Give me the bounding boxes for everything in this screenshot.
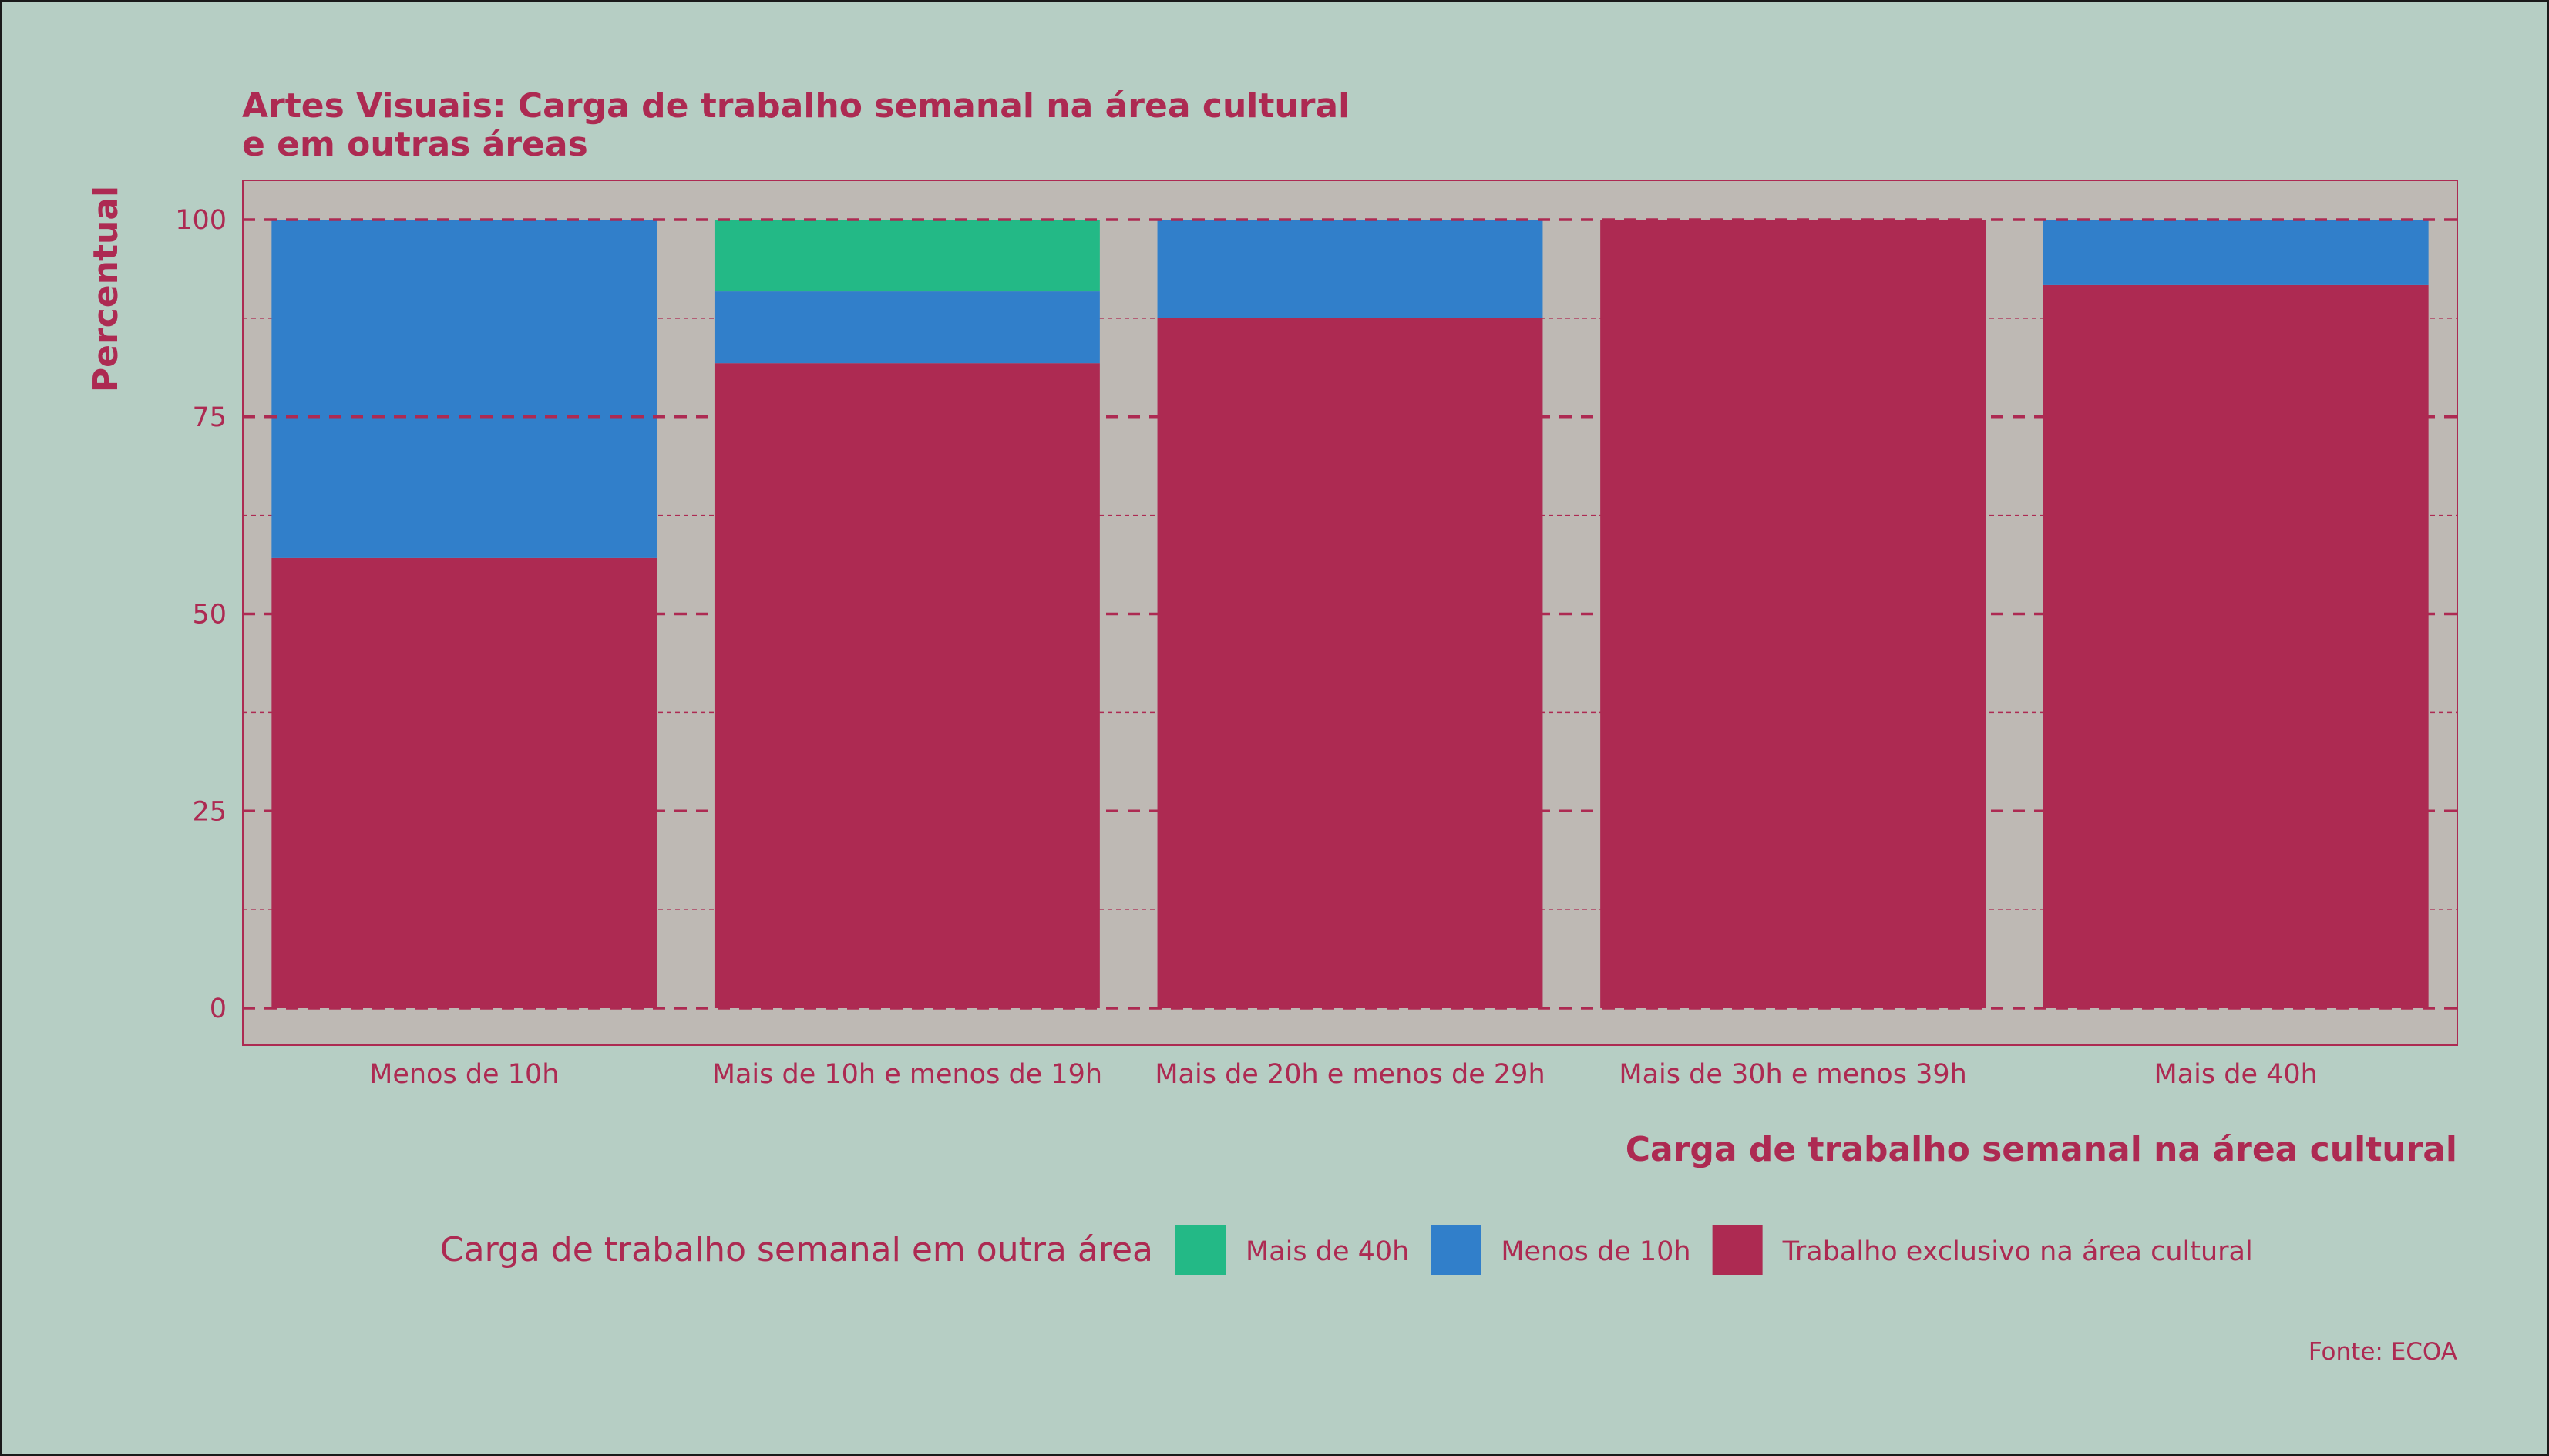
legend-key <box>1431 1225 1481 1275</box>
x-tick-label: Mais de 30h e menos 39h <box>1619 1059 1966 1090</box>
x-axis-title: Carga de trabalho semanal na área cultur… <box>1626 1130 2457 1169</box>
y-tick-label: 50 <box>192 600 227 630</box>
bar-segment <box>1600 220 1986 1008</box>
y-tick-label: 75 <box>192 402 227 433</box>
bars <box>271 220 2429 1008</box>
x-tick-label: Mais de 20h e menos de 29h <box>1155 1059 1545 1090</box>
caption-source: Fonte: ECOA <box>2309 1338 2457 1366</box>
y-axis-ticks: 0 25 50 75 100 <box>175 205 227 1024</box>
y-tick-label: 25 <box>192 796 227 827</box>
legend-key <box>1175 1225 1226 1275</box>
bar-segment <box>1157 318 1543 1008</box>
bar-segment <box>271 220 657 558</box>
legend-key <box>1712 1225 1763 1275</box>
legend-label: Menos de 10h <box>1501 1236 1690 1267</box>
bar-segment <box>2043 220 2429 285</box>
x-tick-label: Menos de 10h <box>369 1059 559 1090</box>
bar-segment <box>714 291 1100 364</box>
chart-title-line-2: e em outras áreas <box>242 125 588 164</box>
chart-title: Artes Visuais: Carga de trabalho semanal… <box>242 86 1350 164</box>
x-tick-label: Mais de 40h <box>2154 1059 2318 1090</box>
bar-segment <box>2043 284 2429 1008</box>
legend-title: Carga de trabalho semanal em outra área <box>440 1230 1153 1269</box>
legend: Carga de trabalho semanal em outra área … <box>440 1225 2253 1275</box>
x-tick-label: Mais de 10h e menos de 19h <box>712 1059 1102 1090</box>
y-tick-label: 0 <box>210 994 227 1024</box>
bar-segment <box>714 363 1100 1008</box>
chart-title-line-1: Artes Visuais: Carga de trabalho semanal… <box>242 86 1350 126</box>
legend-label: Mais de 40h <box>1246 1236 1409 1267</box>
bar-segment <box>714 220 1100 292</box>
x-axis-ticks: Menos de 10h Mais de 10h e menos de 19h Ma… <box>369 1059 2318 1090</box>
y-axis-title: Percentual <box>86 186 126 392</box>
y-tick-label: 100 <box>175 205 227 236</box>
bar-segment <box>271 557 657 1008</box>
bar-segment <box>1157 220 1543 318</box>
legend-label: Trabalho exclusivo na área cultural <box>1782 1236 2253 1267</box>
